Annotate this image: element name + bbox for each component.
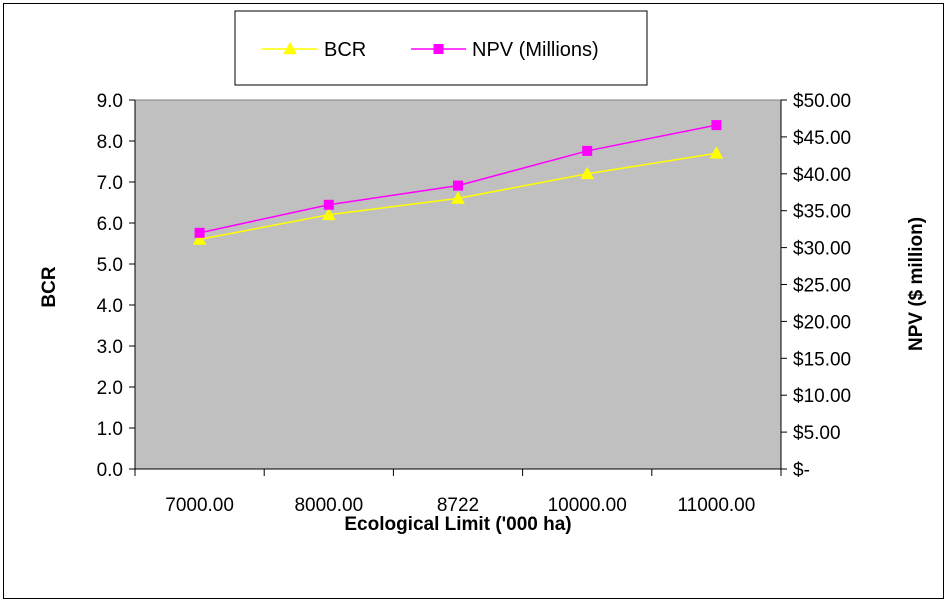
npv-point xyxy=(582,145,593,156)
x-tick-label: 11000.00 xyxy=(677,495,755,516)
y2-tick-label: $30.00 xyxy=(793,239,851,260)
y2-tick-label: $20.00 xyxy=(793,312,851,333)
y2-tick-label: $- xyxy=(793,460,810,481)
npv-point xyxy=(194,227,205,238)
legend-bcr-marker xyxy=(283,41,297,55)
bcr-point xyxy=(709,146,724,159)
y2-tick-label: $45.00 xyxy=(793,128,851,149)
y2-tick-label: $10.00 xyxy=(793,386,851,407)
x-tick-label: 8722 xyxy=(437,495,479,516)
y-tick-label: 9.0 xyxy=(97,91,123,112)
x-tick-label: 7000.00 xyxy=(165,495,234,516)
x-tick-label: 10000.00 xyxy=(548,495,627,516)
y-tick-label: 4.0 xyxy=(97,296,123,317)
y2-tick-label: $25.00 xyxy=(793,276,851,297)
y-tick-label: 6.0 xyxy=(97,214,123,235)
y-tick-label: 2.0 xyxy=(97,378,123,399)
npv-point xyxy=(453,180,463,191)
legend-bcr-label: BCR xyxy=(324,39,366,61)
y-tick-label: 3.0 xyxy=(97,337,123,358)
npv-point xyxy=(711,120,722,131)
legend-npv-label: NPV (Millions) xyxy=(472,39,599,61)
bcr-point xyxy=(321,207,336,221)
y-tick-label: 0.0 xyxy=(97,460,123,481)
y2-tick-label: $50.00 xyxy=(793,91,851,112)
axes: 0.0 1.0 2.0 3.0 4.0 5.0 6.0 7.0 8.0 9.0 $- $5.00 $10… xyxy=(97,91,852,516)
y2-tick-label: $5.00 xyxy=(793,423,841,444)
legend: BCR NPV (Millions) xyxy=(234,10,648,86)
bcr-point xyxy=(580,166,595,180)
plot-area xyxy=(134,99,782,470)
y2-axis-title: NPV ($ million) xyxy=(906,217,927,351)
bcr-point xyxy=(451,191,465,204)
y-axis-title: BCR xyxy=(39,266,60,307)
y-tick-label: 5.0 xyxy=(97,255,123,276)
y-tick-label: 7.0 xyxy=(97,173,123,194)
y2-tick-label: $40.00 xyxy=(793,165,851,186)
bcr-point xyxy=(192,232,207,245)
x-axis-title: Ecological Limit ('000 ha) xyxy=(344,514,571,535)
x-tick-label: 8000.00 xyxy=(294,495,363,516)
y-tick-label: 1.0 xyxy=(97,419,123,440)
npv-point xyxy=(323,199,334,210)
series-layer xyxy=(192,120,724,245)
y2-tick-label: $15.00 xyxy=(793,349,851,370)
y2-tick-label: $35.00 xyxy=(793,202,851,223)
legend-npv-marker xyxy=(433,44,444,54)
y-tick-label: 8.0 xyxy=(97,132,123,153)
